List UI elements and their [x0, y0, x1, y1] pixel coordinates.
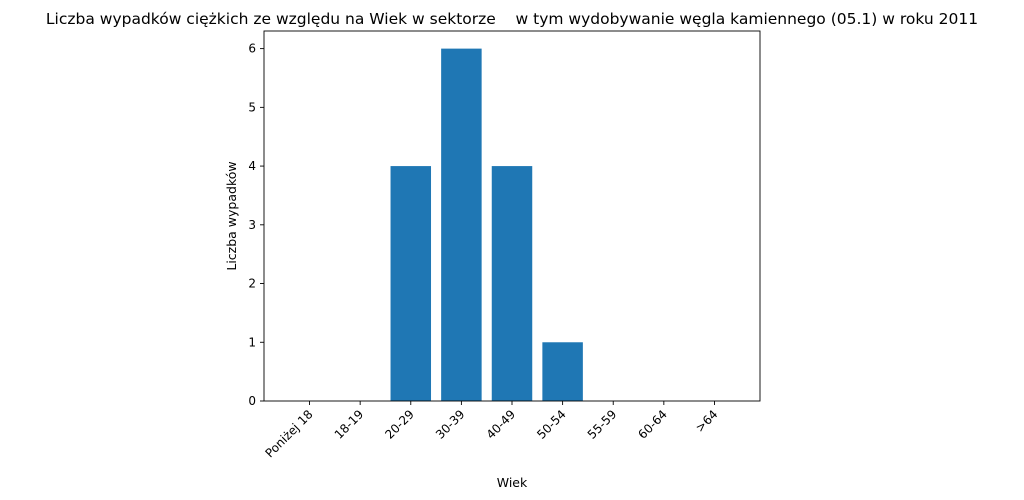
x-tick-label: Poniżej 18 — [262, 407, 315, 460]
x-tick-label: 20-29 — [382, 407, 417, 442]
x-tick-label: 60-64 — [635, 407, 670, 442]
x-tick-label: >64 — [693, 407, 721, 435]
y-tick-label: 2 — [248, 277, 256, 291]
y-tick-label: 5 — [248, 100, 256, 114]
plot-area: 0 1 2 3 4 5 6 Poniżej 18 18-19 20-29 30-39 40-49 50-… — [248, 42, 720, 461]
bar-4 — [491, 166, 533, 401]
x-tick-label: 40-49 — [484, 407, 519, 442]
x-axis-label: Wiek — [497, 475, 528, 490]
x-tick-label: 55-59 — [585, 407, 620, 442]
plot-frame — [263, 30, 761, 402]
y-axis-label: Liczba wypadków — [224, 161, 239, 270]
bar-5 — [542, 342, 583, 401]
y-tick-label: 3 — [248, 218, 256, 232]
y-tick-label: 4 — [248, 159, 256, 173]
y-tick-label: 6 — [248, 42, 256, 56]
x-tick-label: 30-39 — [433, 407, 468, 442]
chart-title: Liczba wypadków ciężkich ze względu na W… — [46, 10, 978, 28]
y-tick-label: 0 — [248, 394, 256, 408]
bar-2 — [390, 166, 432, 401]
y-tick-label: 1 — [248, 335, 256, 349]
x-tick-label: 50-54 — [534, 407, 569, 442]
x-tick-label: 18-19 — [332, 407, 367, 442]
bar-3 — [441, 48, 482, 401]
